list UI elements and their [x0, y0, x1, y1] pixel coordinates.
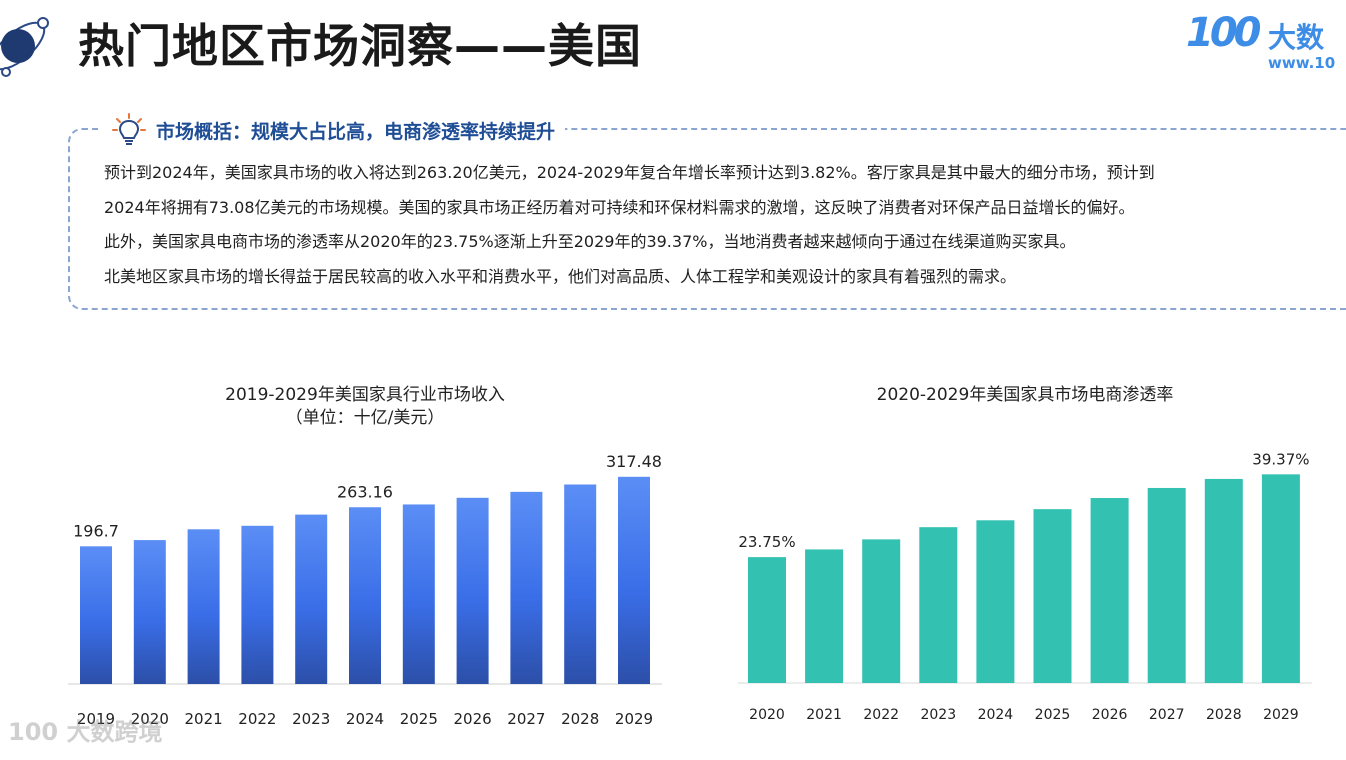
x-tick-label: 2028 [1206, 707, 1242, 723]
chart-subtitle: （单位：十亿/美元） [286, 408, 445, 428]
overview-box [68, 128, 1346, 310]
data-label: 263.16 [337, 482, 393, 501]
bar [456, 497, 489, 684]
x-tick-label: 2022 [238, 710, 276, 728]
x-tick-label: 2024 [978, 707, 1014, 723]
x-tick-label: 2025 [1035, 707, 1071, 723]
data-label: 39.37% [1252, 450, 1309, 468]
chart-title: 2019-2029年美国家具行业市场收入 [225, 385, 505, 405]
brand-number: 100 [1186, 10, 1261, 56]
overview-line: 北美地区家具市场的增长得益于居民较高的收入水平和消费水平，他们对高品质、人体工程… [104, 266, 1017, 286]
planet-logo-icon [0, 6, 60, 78]
brand-url: www.10 [1268, 54, 1336, 72]
bar [349, 507, 381, 684]
x-tick-label: 2022 [863, 707, 899, 723]
bar [1033, 509, 1072, 683]
lightbulb-icon [112, 113, 146, 145]
data-label: 196.7 [73, 521, 119, 540]
bar [862, 539, 901, 683]
x-tick-label: 2028 [561, 710, 599, 728]
x-tick-label: 2020 [749, 707, 785, 723]
bar [919, 527, 958, 683]
bar [1147, 487, 1186, 683]
bar [295, 514, 328, 684]
overview-line: 此外，美国家具电商市场的渗透率从2020年的23.75%逐渐上升至2029年的3… [104, 232, 1076, 251]
bar [1090, 498, 1129, 683]
x-tick-label: 2027 [507, 710, 545, 728]
brand-logo: 100 大数 www.10 [1176, 6, 1346, 76]
x-tick-label: 2026 [454, 710, 492, 728]
bar [80, 546, 112, 684]
bar [402, 504, 435, 684]
x-tick-label: 2029 [1263, 707, 1299, 723]
bar [1204, 478, 1243, 683]
overview-line: 预计到2024年，美国家具市场的收入将达到263.20亿美元，2024-2029… [104, 163, 1155, 182]
penetration-chart: 2020-2029年美国家具市场电商渗透率 2020 23.75% 2021 2022… [700, 372, 1346, 756]
x-tick-label: 2023 [292, 710, 330, 728]
x-tick-label: 2025 [400, 710, 438, 728]
bar [510, 491, 543, 684]
x-tick-label: 2029 [615, 710, 653, 728]
page-title: 热门地区市场洞察——美国 [78, 19, 642, 73]
data-label: 317.48 [606, 452, 662, 471]
bar [1261, 474, 1300, 683]
overview-line: 2024年将拥有73.08亿美元的市场规模。美国的家具市场正经历着对可持续和环保… [104, 197, 1135, 217]
brand-name: 大数 [1268, 21, 1325, 54]
data-label: 23.75% [738, 533, 795, 551]
x-tick-label: 2019 [77, 710, 115, 728]
x-tick-label: 2026 [1092, 707, 1128, 723]
x-tick-label: 2024 [346, 710, 384, 728]
revenue-chart: 2019-2029年美国家具行业市场收入 （单位：十亿/美元） 2019 196.… [0, 372, 680, 756]
bar [133, 540, 166, 684]
bar [241, 525, 274, 684]
x-tick-label: 2023 [920, 707, 956, 723]
chart-title: 2020-2029年美国家具市场电商渗透率 [877, 385, 1174, 405]
x-tick-label: 2021 [185, 710, 223, 728]
bar [748, 557, 786, 683]
x-tick-label: 2027 [1149, 707, 1185, 723]
watermark: 100 大数跨境 [8, 718, 163, 746]
bar [805, 549, 844, 683]
x-tick-label: 2021 [806, 707, 842, 723]
bar [976, 520, 1015, 683]
overview-title: 市场概括：规模大占比高，电商渗透率持续提升 [156, 120, 556, 143]
bar [618, 476, 650, 684]
x-tick-label: 2020 [131, 710, 169, 728]
bar [564, 484, 597, 684]
overview-text: 预计到2024年，美国家具市场的收入将达到263.20亿美元，2024-2029… [104, 156, 1334, 294]
overview-header: 市场概括：规模大占比高，电商渗透率持续提升 [102, 112, 566, 148]
bar [187, 529, 220, 684]
